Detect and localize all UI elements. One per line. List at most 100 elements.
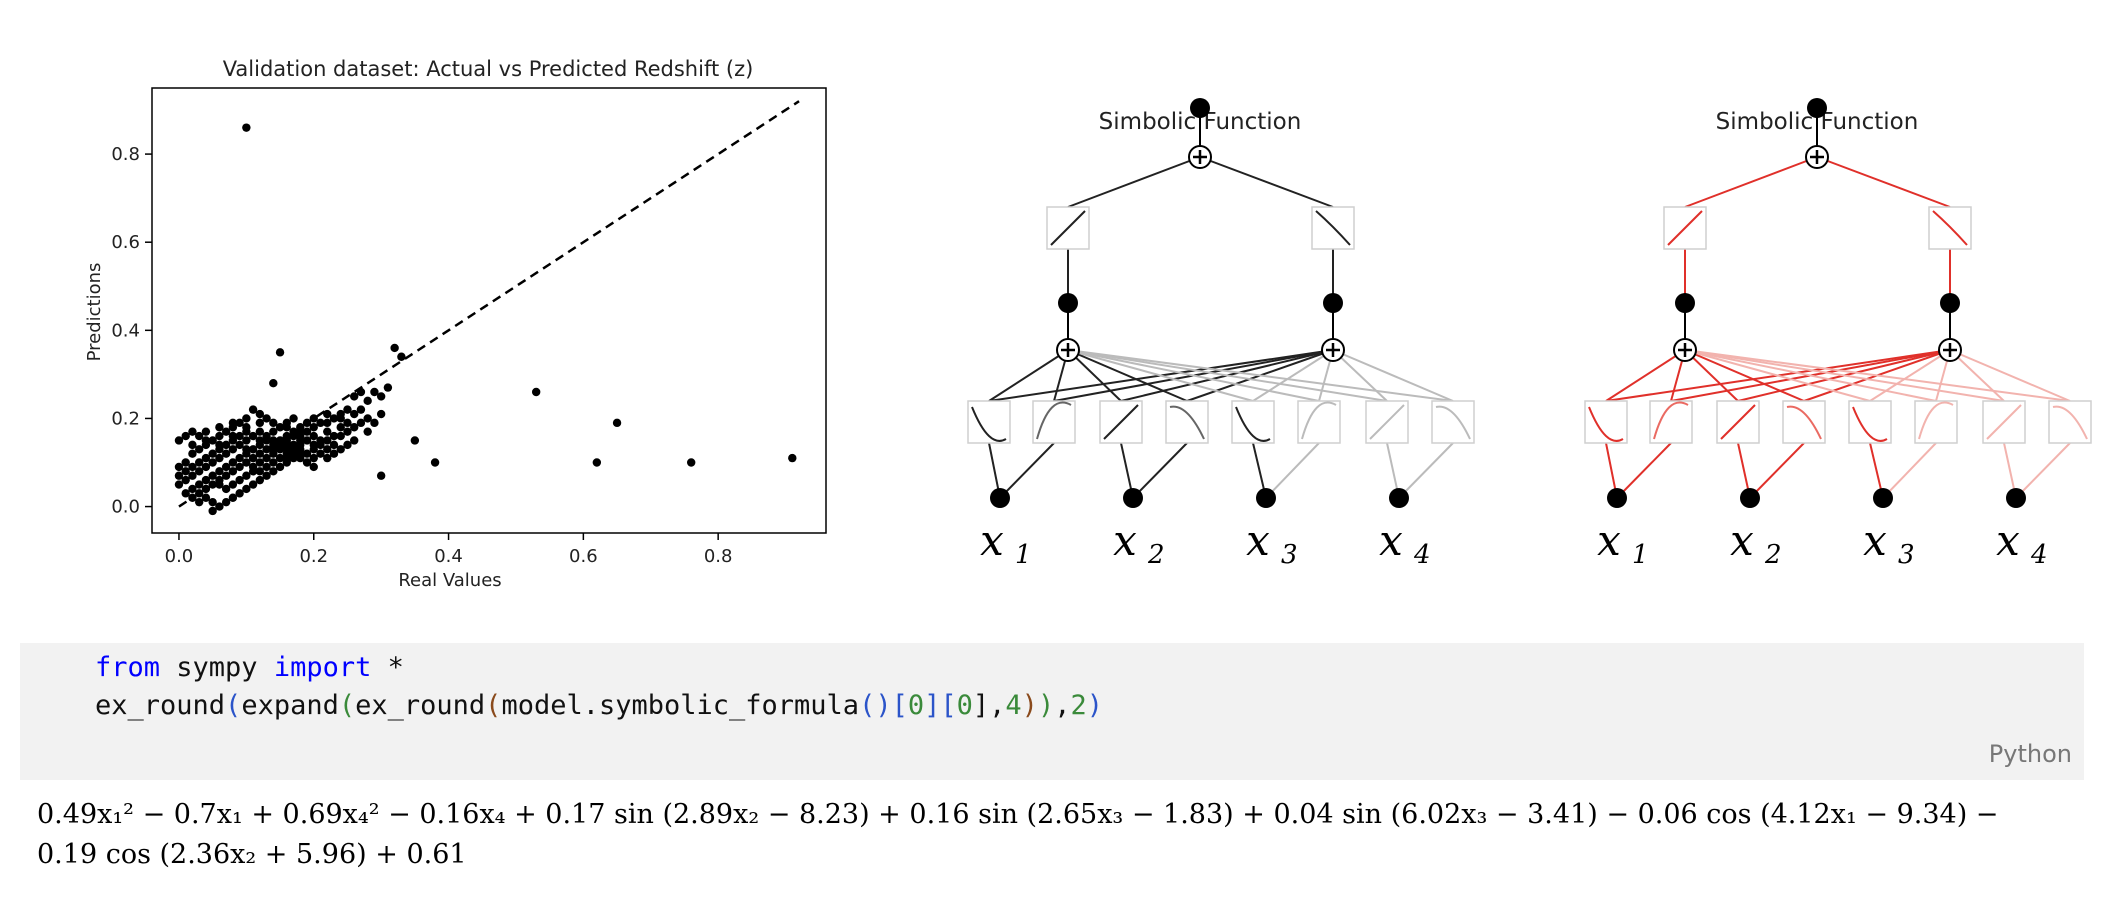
kan-edge <box>1684 156 1818 208</box>
activation-curve <box>1653 401 1689 440</box>
cell-language-label[interactable]: Python <box>1988 740 2072 768</box>
data-point <box>376 471 386 480</box>
data-point <box>188 462 197 472</box>
kan-edge <box>2015 442 2071 499</box>
data-point <box>242 484 251 494</box>
scatter-points <box>174 123 797 516</box>
data-point <box>188 471 197 480</box>
data-point <box>242 436 251 445</box>
data-point <box>221 449 231 458</box>
data-point <box>208 480 217 489</box>
data-point <box>221 471 231 480</box>
data-point <box>282 453 291 463</box>
data-point <box>194 489 204 498</box>
data-point <box>289 427 298 436</box>
activation-box <box>1914 400 1958 444</box>
x-axis-label: Real Values <box>398 570 501 591</box>
chart-title: Validation dataset: Actual vs Predicted … <box>223 57 754 81</box>
kan-edge <box>1067 156 1201 208</box>
data-point <box>262 471 271 480</box>
data-point <box>336 445 345 454</box>
code-paren: ( <box>485 690 502 721</box>
y-tick-label: 0.4 <box>111 320 140 341</box>
data-point <box>323 409 332 419</box>
x-axis: 0.0 0.2 0.4 0.6 0.8 <box>165 533 732 567</box>
data-point <box>592 458 602 467</box>
activation-curve <box>1667 210 1703 246</box>
code-comma: , <box>1054 690 1071 721</box>
data-point <box>289 445 298 454</box>
data-point <box>430 458 440 467</box>
output-figure: Validation dataset: Actual vs Predicted … <box>84 57 2092 591</box>
kan-edge <box>1684 349 1805 402</box>
activation-curve <box>1235 406 1271 442</box>
activation-curve <box>1036 401 1072 440</box>
data-point <box>262 436 271 445</box>
code-paren: ( <box>338 690 356 721</box>
data-point <box>208 458 217 467</box>
data-point <box>316 449 325 458</box>
data-point <box>242 414 251 423</box>
code-cell[interactable]: from sympy import * ex_round(expand(ex_r… <box>20 643 2084 780</box>
data-point <box>215 431 224 441</box>
data-point <box>174 462 184 472</box>
data-point <box>343 418 352 428</box>
code-token: ex_round <box>355 690 486 721</box>
input-node <box>2006 488 2026 508</box>
activation-curve <box>1435 405 1471 440</box>
data-point <box>323 427 332 436</box>
data-point <box>309 431 318 441</box>
data-point <box>248 467 258 476</box>
code-token: ex_round <box>95 690 226 721</box>
code-token: expand <box>241 690 339 721</box>
hidden-node <box>1323 293 1343 313</box>
data-point <box>323 453 332 463</box>
data-point <box>201 484 211 494</box>
data-point <box>188 484 197 494</box>
activation-curve <box>1103 404 1139 440</box>
input-variable-label: x <box>1597 516 1621 565</box>
data-point <box>329 414 339 423</box>
data-point <box>228 480 238 489</box>
kan-edge <box>1332 349 1454 402</box>
y-axis: 0.0 0.2 0.4 0.6 0.8 <box>111 144 152 518</box>
data-point <box>248 453 258 463</box>
data-point <box>323 445 332 454</box>
data-point <box>248 480 258 489</box>
activation-box <box>2048 400 2092 444</box>
output-node <box>1190 98 1210 118</box>
data-point <box>275 348 285 357</box>
import-star: * <box>371 652 404 683</box>
data-point <box>188 493 197 502</box>
code-paren: ) <box>1037 690 1055 721</box>
data-point <box>235 453 244 463</box>
kan-edge <box>1199 156 1334 208</box>
y-tick-label: 0.0 <box>111 497 140 518</box>
data-point <box>228 493 238 502</box>
data-point <box>201 493 211 502</box>
data-point <box>174 480 184 489</box>
activation-box <box>1649 400 1693 444</box>
data-point <box>181 458 190 467</box>
data-point <box>255 427 265 436</box>
data-point <box>343 427 352 436</box>
data-point <box>208 471 217 480</box>
activation-curve <box>1720 404 1756 440</box>
data-point <box>255 409 265 419</box>
data-point <box>221 497 231 507</box>
hidden-node <box>1058 293 1078 313</box>
kan-edge <box>1067 349 1122 402</box>
input-node <box>990 488 1010 508</box>
data-point <box>255 449 265 458</box>
data-point <box>188 440 197 450</box>
input-node <box>1123 488 1143 508</box>
data-point <box>282 423 291 432</box>
data-point <box>262 445 271 454</box>
kan-edge <box>1252 349 1334 402</box>
code-editor[interactable]: from sympy import * ex_round(expand(ex_r… <box>95 649 1103 725</box>
data-point <box>181 431 190 441</box>
kan-edge <box>1067 349 1454 402</box>
code-paren: () <box>859 690 892 721</box>
kan-edge <box>1067 349 1188 402</box>
data-point <box>242 123 251 132</box>
